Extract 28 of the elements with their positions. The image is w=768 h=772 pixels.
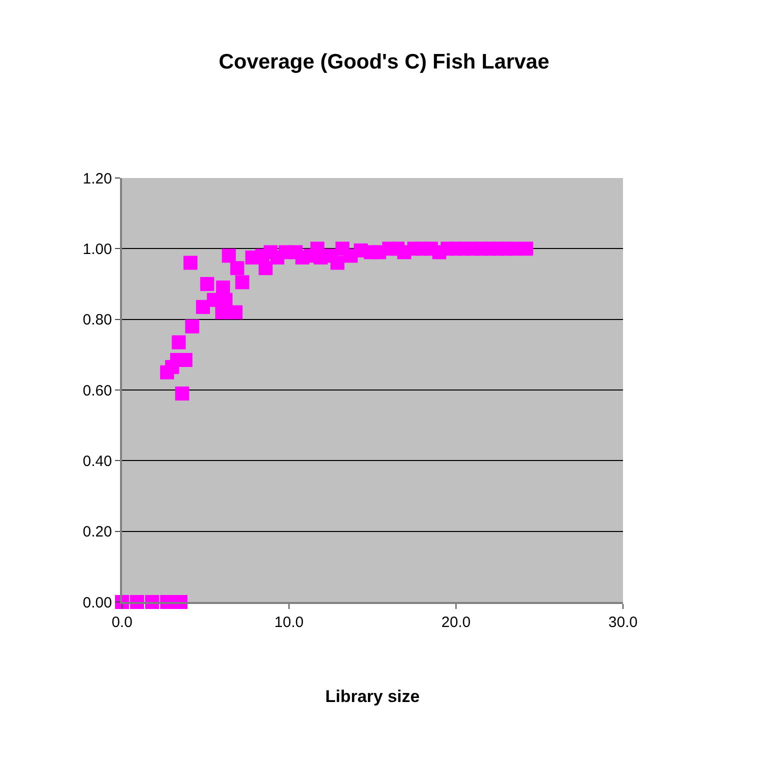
point bbox=[216, 280, 230, 295]
point bbox=[172, 335, 186, 350]
x-tick-label: 30.0 bbox=[608, 614, 638, 631]
point bbox=[218, 292, 233, 307]
point bbox=[175, 386, 190, 401]
point bbox=[178, 352, 192, 367]
y-tick-label: 0.40 bbox=[82, 452, 112, 470]
point bbox=[230, 261, 244, 276]
x-tick-label: 0.0 bbox=[112, 614, 132, 631]
y-tick-label: 1.20 bbox=[82, 170, 112, 188]
point bbox=[228, 305, 243, 320]
y-tick-label: 0.80 bbox=[82, 312, 112, 329]
point bbox=[519, 242, 534, 256]
point bbox=[330, 256, 344, 270]
point bbox=[183, 256, 198, 270]
y-tick-label: 0.20 bbox=[82, 524, 112, 541]
point bbox=[200, 277, 214, 291]
y-tick-label: 0.60 bbox=[82, 382, 112, 400]
y-tick-label: 0.00 bbox=[82, 594, 112, 612]
x-tick-label: 20.0 bbox=[441, 614, 471, 631]
point bbox=[185, 319, 200, 334]
point bbox=[258, 261, 273, 276]
x-axis-title: Library size bbox=[325, 686, 420, 706]
point bbox=[222, 248, 236, 263]
chart-title: Coverage (Good's C) Fish Larvae bbox=[218, 50, 550, 74]
y-tick-label: 1.00 bbox=[82, 240, 112, 258]
point bbox=[235, 275, 250, 290]
x-tick-label: 10.0 bbox=[274, 614, 304, 631]
